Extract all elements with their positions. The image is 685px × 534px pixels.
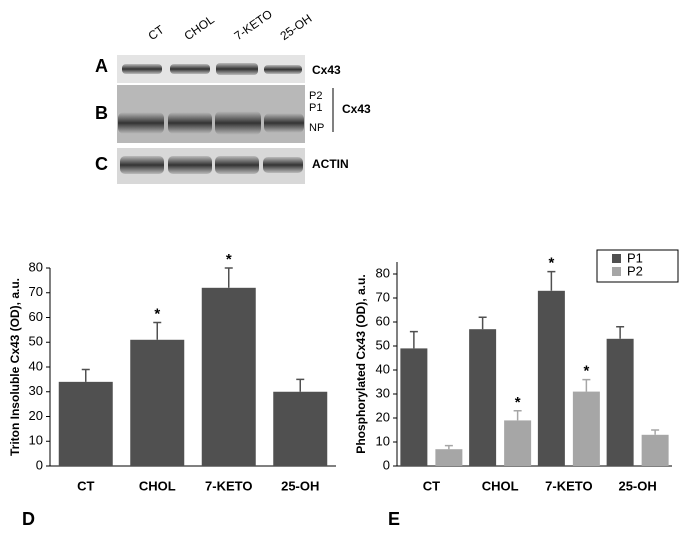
x-tick-label: 25-OH: [618, 478, 656, 493]
error-bar: [409, 330, 418, 349]
y-tick-label: 20: [29, 408, 43, 423]
blot-bands: [120, 156, 303, 174]
bar: [58, 381, 113, 466]
panel-letter: C: [95, 154, 108, 174]
bar: [201, 287, 256, 466]
band-label: NP: [309, 122, 324, 134]
y-axis-label: Triton Insoluble Cx43 (OD), a.u.: [8, 278, 22, 456]
x-tick-label: 25-OH: [281, 478, 319, 493]
bar: [572, 391, 600, 466]
y-tick-label: 0: [383, 457, 390, 472]
y-tick-label: 80: [376, 265, 390, 280]
bar: [469, 329, 497, 466]
blot-label: Cx43: [342, 102, 371, 116]
error-bar: [513, 410, 522, 421]
error-bar: [81, 368, 90, 382]
y-tick-label: 30: [29, 383, 43, 398]
lane-label: CHOL: [182, 12, 218, 43]
y-tick-label: 60: [29, 309, 43, 324]
error-bar: [296, 378, 305, 392]
legend-label: P1: [627, 250, 643, 265]
y-tick-label: 80: [29, 259, 43, 274]
blot-bands: [122, 63, 302, 75]
panel-letter: E: [388, 509, 400, 529]
significance-marker: *: [226, 251, 232, 268]
panel-letter: B: [95, 103, 108, 123]
error-bar: [547, 270, 556, 291]
panel-letter: D: [22, 509, 35, 529]
x-tick-label: CHOL: [482, 478, 519, 493]
y-tick-label: 40: [29, 358, 43, 373]
significance-marker: *: [583, 363, 589, 380]
significance-marker: *: [515, 394, 521, 411]
bar: [504, 420, 532, 466]
error-bar: [478, 316, 487, 330]
error-bar: [616, 326, 625, 339]
bar: [606, 338, 634, 466]
significance-marker: *: [154, 305, 160, 322]
error-bar: [224, 267, 233, 288]
legend-swatch: [612, 267, 621, 276]
error-bar: [153, 321, 162, 340]
band-label: P2: [309, 90, 322, 102]
band-label: P1: [309, 102, 322, 114]
x-tick-label: CHOL: [139, 478, 176, 493]
legend-swatch: [612, 254, 621, 263]
significance-marker: *: [548, 255, 554, 272]
y-tick-label: 40: [376, 361, 390, 376]
y-tick-label: 60: [376, 313, 390, 328]
bar: [641, 434, 669, 466]
y-tick-label: 50: [29, 334, 43, 349]
bar: [435, 449, 463, 466]
x-tick-label: 7-KETO: [545, 478, 592, 493]
y-tick-label: 70: [29, 284, 43, 299]
bar: [537, 290, 565, 466]
bar: [130, 339, 185, 466]
bar: [400, 348, 428, 466]
panel-letter: A: [95, 56, 108, 76]
blot-bands: [118, 111, 304, 135]
lane-label: CT: [146, 22, 168, 43]
lane-label: 7-KETO: [232, 7, 275, 43]
y-tick-label: 20: [376, 409, 390, 424]
bar: [273, 391, 328, 466]
y-tick-label: 10: [29, 433, 43, 448]
blot-label: ACTIN: [312, 157, 349, 171]
x-tick-label: 7-KETO: [205, 478, 252, 493]
legend-box: [596, 249, 679, 283]
y-tick-label: 10: [376, 433, 390, 448]
y-axis-label: Phosphorylated Cx43 (OD), a.u.: [354, 274, 368, 453]
y-tick-label: 0: [36, 457, 43, 472]
y-tick-label: 50: [376, 337, 390, 352]
blot-label: Cx43: [312, 63, 341, 77]
x-tick-label: CT: [77, 478, 94, 493]
legend-label: P2: [627, 263, 643, 278]
x-tick-label: CT: [423, 478, 440, 493]
lane-label: 25-OH: [278, 11, 315, 43]
error-bar: [444, 444, 453, 450]
error-bar: [651, 429, 660, 435]
error-bar: [582, 378, 591, 392]
y-tick-label: 70: [376, 289, 390, 304]
y-tick-label: 30: [376, 385, 390, 400]
